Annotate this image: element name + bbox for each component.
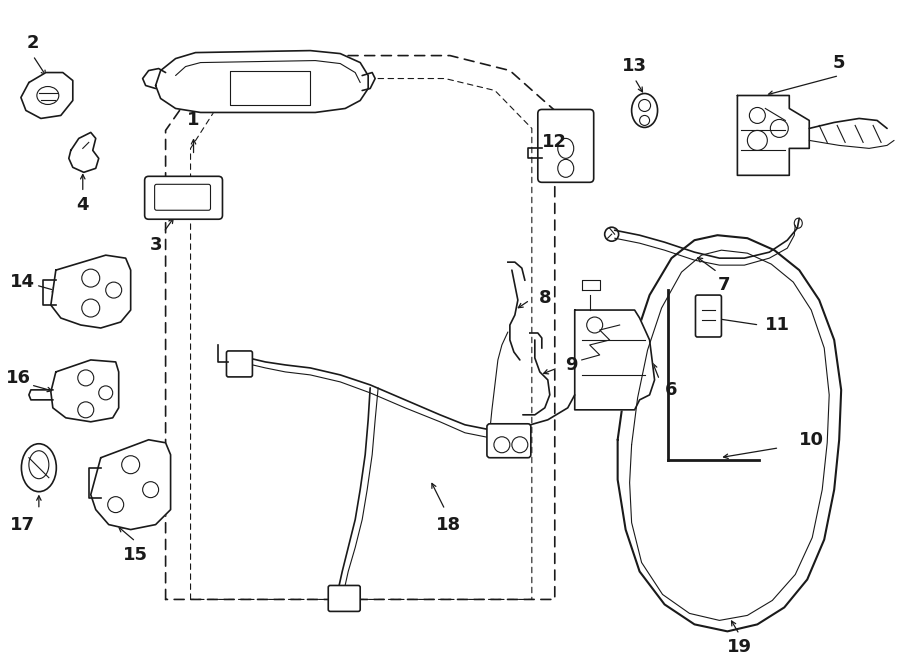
Text: 17: 17 (11, 516, 35, 533)
Text: 4: 4 (76, 196, 89, 214)
Text: 9: 9 (565, 356, 578, 374)
FancyBboxPatch shape (145, 176, 222, 219)
Text: 5: 5 (832, 54, 845, 71)
Text: 7: 7 (718, 276, 731, 294)
Polygon shape (156, 51, 368, 112)
Text: 3: 3 (149, 236, 162, 254)
Polygon shape (142, 69, 166, 89)
Polygon shape (91, 440, 171, 529)
Text: 10: 10 (798, 431, 824, 449)
Polygon shape (21, 73, 73, 118)
Text: 18: 18 (436, 516, 461, 533)
Ellipse shape (22, 444, 57, 492)
Text: 12: 12 (543, 134, 567, 151)
Polygon shape (362, 73, 375, 91)
Polygon shape (50, 255, 130, 328)
Polygon shape (68, 132, 99, 173)
Polygon shape (617, 235, 842, 631)
Text: 13: 13 (622, 57, 647, 75)
Text: 1: 1 (187, 112, 200, 130)
Polygon shape (737, 95, 809, 175)
Ellipse shape (632, 93, 658, 128)
FancyBboxPatch shape (328, 586, 360, 611)
Polygon shape (575, 310, 654, 410)
FancyBboxPatch shape (538, 110, 594, 182)
FancyBboxPatch shape (696, 295, 722, 337)
Text: 16: 16 (6, 369, 32, 387)
FancyBboxPatch shape (227, 351, 252, 377)
Text: 19: 19 (727, 639, 752, 656)
Text: 11: 11 (765, 316, 790, 334)
Text: 2: 2 (27, 34, 39, 52)
FancyBboxPatch shape (487, 424, 531, 457)
Polygon shape (50, 360, 119, 422)
Text: 8: 8 (538, 289, 551, 307)
Text: 14: 14 (11, 273, 35, 291)
Polygon shape (230, 71, 310, 106)
Text: 15: 15 (123, 545, 148, 564)
Text: 6: 6 (665, 381, 678, 399)
